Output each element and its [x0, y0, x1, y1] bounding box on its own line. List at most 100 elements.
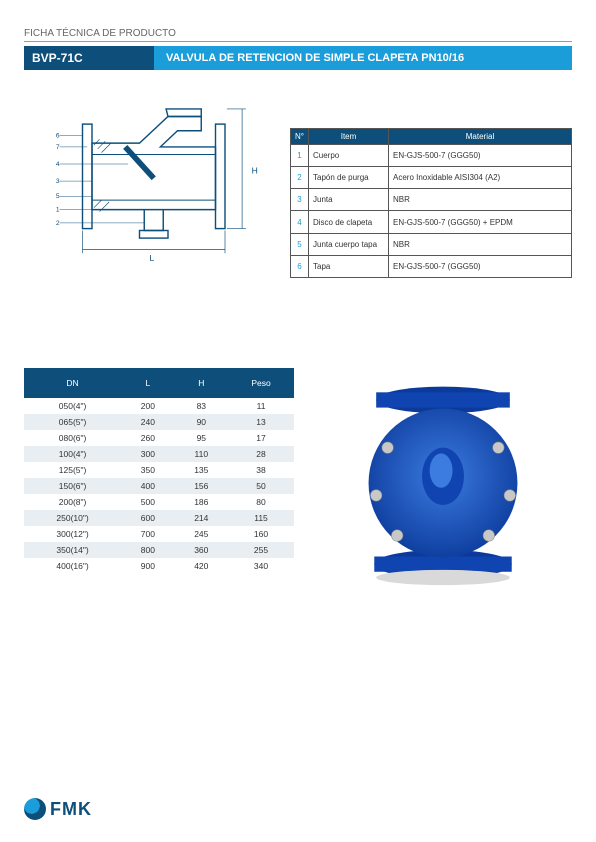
- product-title: VALVULA DE RETENCION DE SIMPLE CLAPETA P…: [154, 46, 572, 70]
- dim-cell: 50: [228, 478, 294, 494]
- dim-cell: 245: [175, 526, 228, 542]
- dim-cell: 135: [175, 462, 228, 478]
- doc-type-label: FICHA TÉCNICA DE PRODUCTO: [24, 28, 572, 42]
- dim-cell: 83: [175, 398, 228, 414]
- svg-text:3: 3: [56, 178, 60, 185]
- table-row: 250(10")600214115: [24, 510, 294, 526]
- mat-col-item: Item: [309, 129, 389, 145]
- svg-text:1: 1: [56, 207, 60, 214]
- product-photo: [314, 368, 572, 598]
- mat-material: NBR: [389, 233, 572, 255]
- dim-cell: 125(5"): [24, 462, 121, 478]
- svg-text:7: 7: [56, 144, 60, 151]
- dim-cell: 13: [228, 414, 294, 430]
- table-row: 2Tapón de purgaAcero Inoxidable AISI304 …: [291, 167, 572, 189]
- mat-num: 6: [291, 255, 309, 277]
- table-row: 125(5")35013538: [24, 462, 294, 478]
- brand-logo: FMK: [24, 798, 92, 820]
- dim-cell: 400: [121, 478, 174, 494]
- dim-cell: 500: [121, 494, 174, 510]
- dim-col-l: L: [121, 368, 174, 398]
- mat-material: EN-GJS-500-7 (GGG50) + EPDM: [389, 211, 572, 233]
- mat-col-num: N°: [291, 129, 309, 145]
- svg-text:2: 2: [56, 220, 60, 227]
- dim-cell: 80: [228, 494, 294, 510]
- table-row: 150(6")40015650: [24, 478, 294, 494]
- dim-col-dn: DN: [24, 368, 121, 398]
- dim-cell: 100(4"): [24, 446, 121, 462]
- mat-item: Cuerpo: [309, 145, 389, 167]
- dim-cell: 115: [228, 510, 294, 526]
- mat-material: NBR: [389, 189, 572, 211]
- table-row: 300(12")700245160: [24, 526, 294, 542]
- mat-material: EN-GJS-500-7 (GGG50): [389, 145, 572, 167]
- cross-section-diagram: L H 6 7 4 3 5 1 2: [24, 88, 274, 278]
- mat-col-material: Material: [389, 129, 572, 145]
- dim-col-peso: Peso: [228, 368, 294, 398]
- materials-table: N° Item Material 1CuerpoEN-GJS-500-7 (GG…: [290, 128, 572, 278]
- table-row: 5Junta cuerpo tapaNBR: [291, 233, 572, 255]
- table-row: 1CuerpoEN-GJS-500-7 (GGG50): [291, 145, 572, 167]
- mat-num: 2: [291, 167, 309, 189]
- dim-cell: 700: [121, 526, 174, 542]
- mat-item: Junta: [309, 189, 389, 211]
- dim-cell: 900: [121, 558, 174, 574]
- table-row: 080(6")2609517: [24, 430, 294, 446]
- table-row: 6TapaEN-GJS-500-7 (GGG50): [291, 255, 572, 277]
- dim-L-label: L: [149, 253, 154, 263]
- dim-cell: 11: [228, 398, 294, 414]
- table-row: 100(4")30011028: [24, 446, 294, 462]
- dim-cell: 350(14"): [24, 542, 121, 558]
- dim-cell: 360: [175, 542, 228, 558]
- logo-swirl-icon: [24, 798, 46, 820]
- svg-text:6: 6: [56, 132, 60, 139]
- dim-cell: 420: [175, 558, 228, 574]
- dim-cell: 90: [175, 414, 228, 430]
- mat-num: 4: [291, 211, 309, 233]
- title-bar: BVP-71C VALVULA DE RETENCION DE SIMPLE C…: [24, 46, 572, 70]
- dim-cell: 214: [175, 510, 228, 526]
- mat-item: Tapón de purga: [309, 167, 389, 189]
- dim-cell: 255: [228, 542, 294, 558]
- mat-item: Junta cuerpo tapa: [309, 233, 389, 255]
- dim-cell: 28: [228, 446, 294, 462]
- table-row: 050(4")2008311: [24, 398, 294, 414]
- dim-cell: 350: [121, 462, 174, 478]
- dim-cell: 186: [175, 494, 228, 510]
- mid-section: DN L H Peso 050(4")2008311065(5")2409013…: [24, 368, 572, 598]
- mat-material: EN-GJS-500-7 (GGG50): [389, 255, 572, 277]
- svg-text:4: 4: [56, 161, 60, 168]
- dim-cell: 110: [175, 446, 228, 462]
- mat-num: 3: [291, 189, 309, 211]
- logo-text: FMK: [50, 799, 92, 820]
- table-row: 350(14")800360255: [24, 542, 294, 558]
- dim-cell: 260: [121, 430, 174, 446]
- table-row: 3JuntaNBR: [291, 189, 572, 211]
- table-row: 4Disco de clapetaEN-GJS-500-7 (GGG50) + …: [291, 211, 572, 233]
- mat-num: 5: [291, 233, 309, 255]
- dim-cell: 300(12"): [24, 526, 121, 542]
- dim-cell: 250(10"): [24, 510, 121, 526]
- dim-cell: 080(6"): [24, 430, 121, 446]
- dim-cell: 240: [121, 414, 174, 430]
- dim-cell: 95: [175, 430, 228, 446]
- table-row: 200(8")50018680: [24, 494, 294, 510]
- dim-cell: 340: [228, 558, 294, 574]
- top-section: L H 6 7 4 3 5 1 2 N° Item: [24, 88, 572, 278]
- dim-cell: 600: [121, 510, 174, 526]
- table-row: 065(5")2409013: [24, 414, 294, 430]
- dim-cell: 800: [121, 542, 174, 558]
- dim-col-h: H: [175, 368, 228, 398]
- dim-cell: 200(8"): [24, 494, 121, 510]
- dim-cell: 150(6"): [24, 478, 121, 494]
- dim-cell: 050(4"): [24, 398, 121, 414]
- dimensions-table: DN L H Peso 050(4")2008311065(5")2409013…: [24, 368, 294, 574]
- product-code: BVP-71C: [24, 46, 154, 70]
- dim-cell: 065(5"): [24, 414, 121, 430]
- dim-cell: 38: [228, 462, 294, 478]
- dim-cell: 156: [175, 478, 228, 494]
- mat-num: 1: [291, 145, 309, 167]
- dim-H-label: H: [252, 166, 258, 176]
- mat-material: Acero Inoxidable AISI304 (A2): [389, 167, 572, 189]
- dim-cell: 160: [228, 526, 294, 542]
